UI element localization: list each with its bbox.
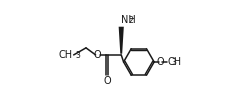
Text: CH: CH bbox=[168, 57, 182, 67]
Polygon shape bbox=[119, 27, 124, 54]
Text: 2: 2 bbox=[128, 16, 133, 25]
Text: O: O bbox=[94, 50, 102, 60]
Text: O: O bbox=[103, 75, 111, 85]
Text: 3: 3 bbox=[171, 58, 176, 67]
Text: CH: CH bbox=[59, 50, 73, 60]
Text: O: O bbox=[157, 57, 164, 67]
Text: NH: NH bbox=[121, 15, 136, 25]
Text: 3: 3 bbox=[76, 51, 80, 60]
